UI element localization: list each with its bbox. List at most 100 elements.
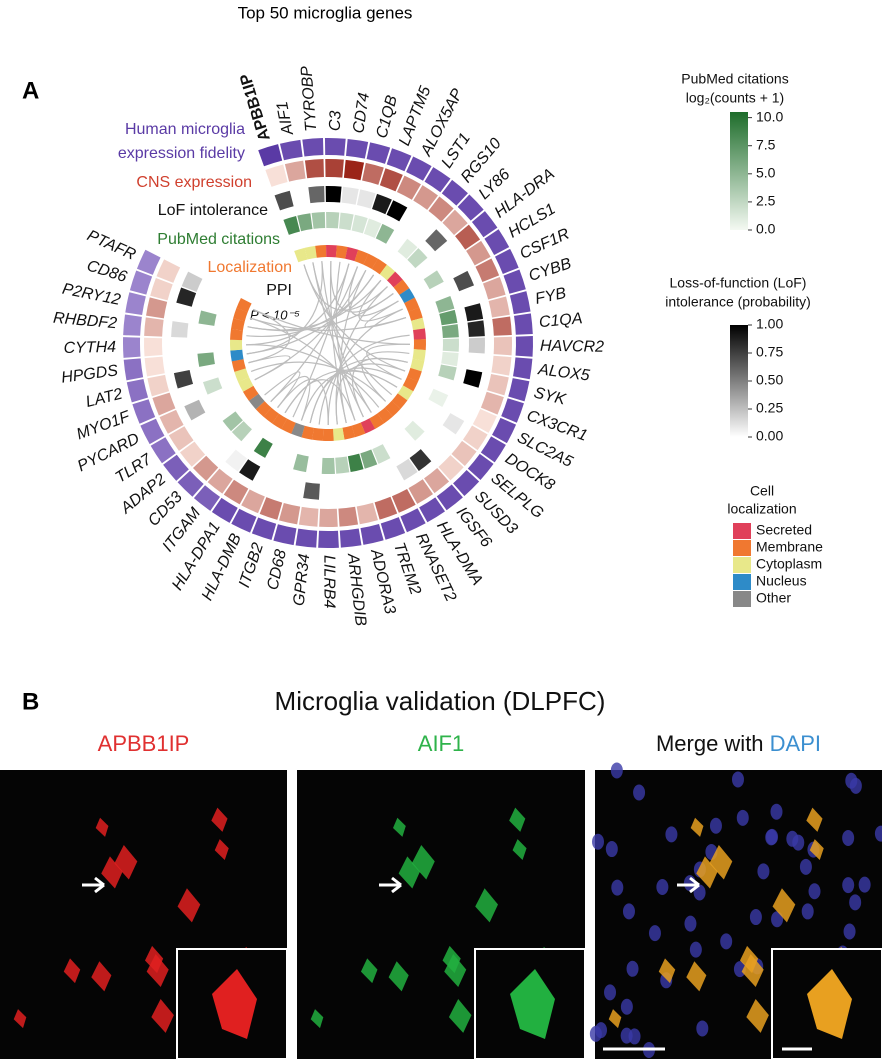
fidelity-cell <box>471 211 498 238</box>
cell-signal <box>211 807 228 832</box>
localization-cell <box>248 393 265 410</box>
cns-cell <box>356 502 378 525</box>
ppi-edge <box>248 355 291 381</box>
nucleus <box>858 876 871 893</box>
localization-cell <box>231 318 245 331</box>
fidelity-cell <box>123 314 142 336</box>
colorbar-tick-label: 7.5 <box>756 136 776 152</box>
nucleus <box>771 911 784 928</box>
localization-cell <box>229 339 243 351</box>
localization-cell <box>335 245 348 259</box>
nucleus <box>766 828 779 845</box>
localization-cell <box>391 393 408 409</box>
fidelity-cell <box>501 398 524 423</box>
ppi-edge <box>303 264 406 372</box>
nucleus <box>874 825 882 842</box>
pubmed-cell <box>423 270 444 290</box>
pubmed-cell <box>222 411 243 432</box>
cell-signal <box>151 999 174 1033</box>
gene-label: C3 <box>327 110 345 131</box>
cns-cell <box>391 488 416 513</box>
colorbar-tick-label: 10.0 <box>756 108 783 124</box>
localization-cell <box>354 249 369 265</box>
fidelity-cell <box>346 138 369 159</box>
cns-cell <box>451 440 477 467</box>
colorbar <box>730 112 748 230</box>
localization-cell <box>363 253 378 270</box>
nucleus <box>620 1027 633 1044</box>
cell-signal <box>360 958 378 984</box>
localization-cell <box>272 413 288 430</box>
ppi-edge <box>339 269 367 424</box>
nucleus <box>786 830 799 847</box>
fidelity-cell <box>424 167 451 193</box>
cell-signal <box>475 888 498 923</box>
inset-cell <box>212 969 257 1039</box>
fidelity-cell <box>163 454 189 481</box>
cns-cell <box>338 506 359 527</box>
ppi-edge <box>248 308 290 364</box>
lof-cell <box>372 193 392 215</box>
fidelity-cell <box>467 453 494 481</box>
cns-cell <box>475 258 500 283</box>
localization-cell <box>411 317 425 331</box>
localization-cell <box>351 422 366 438</box>
localization-cell <box>255 401 272 417</box>
cell-signal <box>509 807 526 832</box>
cns-cell <box>379 168 403 192</box>
pubmed-cell <box>441 351 459 367</box>
cns-cell <box>362 162 384 185</box>
lof-cell <box>356 189 376 209</box>
gene-label: P2RY12 <box>61 281 122 309</box>
fidelity-cell <box>251 517 277 541</box>
lof-cell <box>173 370 194 389</box>
pubmed-cell <box>360 449 378 469</box>
nucleus <box>770 803 783 820</box>
legend-swatch <box>733 557 751 573</box>
legend-swatch <box>733 591 751 607</box>
cns-cell <box>466 240 491 266</box>
pubmed-cell <box>197 352 215 367</box>
fidelity-cell <box>150 437 176 464</box>
cns-cell <box>413 185 438 210</box>
colorbar-tick-label: 1.00 <box>756 316 783 332</box>
legend-swatch <box>733 523 751 539</box>
cell-signal <box>772 888 796 923</box>
cns-cell <box>488 296 510 318</box>
lof-cell <box>467 320 485 337</box>
gene-label: SYK <box>532 384 568 408</box>
colorbar-tick-label: 0.25 <box>756 400 783 416</box>
gene-label: CYTH4 <box>63 339 116 357</box>
nucleus <box>799 858 812 875</box>
nucleus <box>842 829 855 846</box>
legend-title: localization <box>727 501 796 517</box>
lof-cell <box>181 271 203 292</box>
localization-cell <box>377 407 393 424</box>
fidelity-cell <box>400 508 426 533</box>
cell-signal <box>741 953 764 988</box>
fidelity-cell <box>339 528 362 548</box>
lof-cell <box>171 321 189 338</box>
colorbar <box>730 325 748 437</box>
inset-cell <box>807 969 852 1039</box>
cns-cell <box>480 391 504 415</box>
cell-signal <box>388 961 409 992</box>
gene-label: AIF1 <box>274 100 297 137</box>
fidelity-cell <box>258 144 283 167</box>
cell-signal <box>146 953 169 988</box>
gene-label: ADORA3 <box>367 547 398 616</box>
ppi-edge <box>284 379 356 421</box>
pubmed-cell <box>335 456 350 474</box>
localization-cell <box>393 279 410 295</box>
lof-cell <box>464 303 484 322</box>
track-label: Human microglia <box>125 121 245 138</box>
localization-cell <box>397 385 414 401</box>
localization-cell <box>311 427 324 441</box>
caption-part: DAPI <box>770 731 821 756</box>
cns-cell <box>259 497 283 520</box>
cell-signal <box>709 845 733 880</box>
gene-label: LAT2 <box>84 386 124 411</box>
cns-cell <box>156 259 181 283</box>
nucleus <box>808 883 821 900</box>
cell-signal <box>13 1009 27 1029</box>
